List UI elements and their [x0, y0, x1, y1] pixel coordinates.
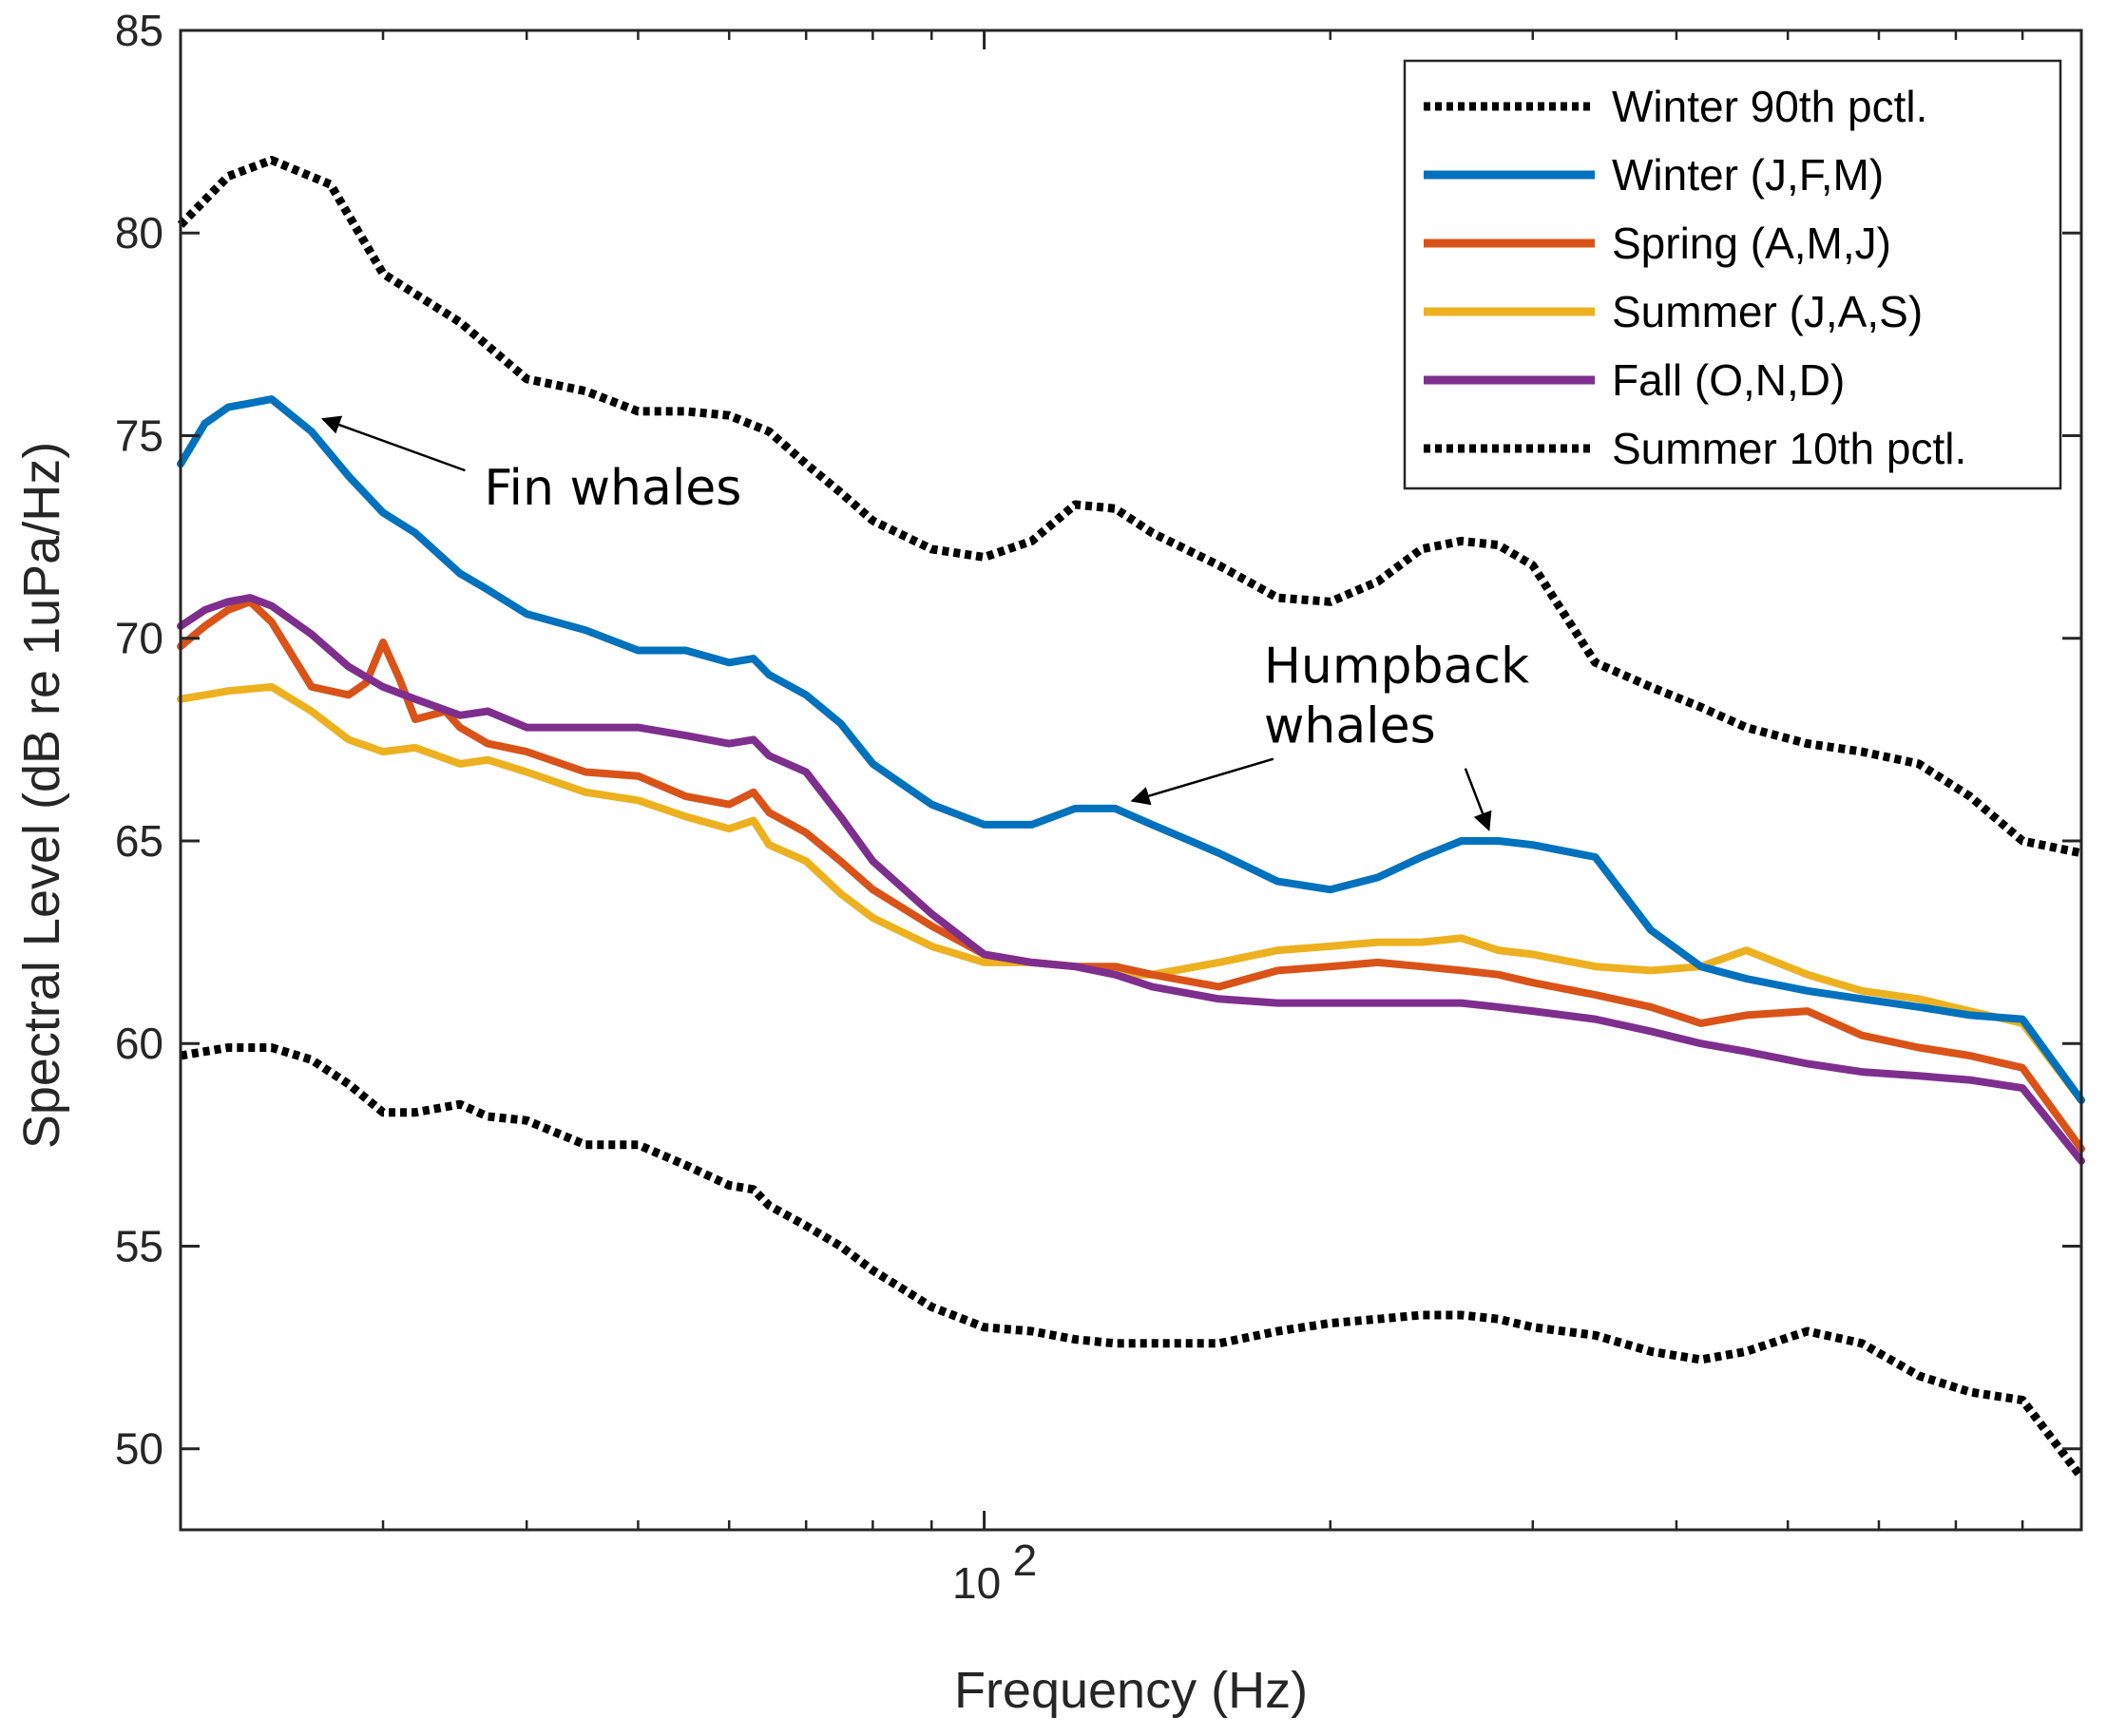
annotation-arrow-fin-whales [320, 415, 466, 472]
series-line-fall-o-n-d [177, 594, 2085, 1165]
legend: Winter 90th pctl. Winter (J,F,M) Spring (A… [1403, 59, 2062, 490]
x-axis-label: Frequency (Hz) [954, 1662, 1308, 1719]
axes-layer: 50 55 60 65 70 75 80 85 10 2 [115, 6, 2083, 1608]
series-layer [177, 156, 2085, 1480]
y-axis-label: Spectral Level (dB re 1uPa/Hz) [13, 442, 70, 1149]
legend-label: Winter 90th pctl. [1612, 82, 1927, 131]
series-line-winter-j-f-m [177, 395, 2085, 1104]
legend-label: Fall (O,N,D) [1612, 355, 1845, 405]
annotation-humpback-whales-line-2: whales [1264, 698, 1436, 755]
y-tick-label: 50 [115, 1424, 163, 1474]
y-tick-label: 65 [115, 816, 163, 866]
x-tick-label: 10 [952, 1558, 1001, 1608]
annotation-arrow-humpback-1 [1130, 757, 1274, 806]
annotation-humpback-whales-line-1: Humpback [1264, 639, 1529, 696]
y-tick-label: 70 [115, 614, 163, 663]
series-line-spring-a-m-j [177, 598, 2085, 1154]
plot-frame [179, 29, 2083, 1532]
series-line-winter-90th-pctl [177, 156, 2082, 858]
legend-box [1403, 59, 2062, 490]
annotation-arrow-humpback-2 [1464, 768, 1492, 831]
y-tick-label: 80 [115, 208, 163, 258]
y-tick-label: 85 [115, 6, 163, 55]
legend-label: Summer 10th pctl. [1612, 424, 1966, 473]
y-tick-label: 60 [115, 1019, 163, 1068]
y-tick-label: 55 [115, 1221, 163, 1270]
legend-label: Winter (J,F,M) [1612, 150, 1884, 200]
series-line-summer-j-a-s [177, 682, 2085, 1104]
x-tick-label-exponent: 2 [1013, 1536, 1038, 1585]
annotation-fin-whales: Fin whales [484, 460, 741, 517]
y-tick-label: 75 [115, 410, 163, 460]
legend-label: Summer (J,A,S) [1612, 287, 1923, 336]
series-line-summer-10th-pctl [180, 1043, 2085, 1480]
legend-label: Spring (A,M,J) [1612, 219, 1891, 268]
